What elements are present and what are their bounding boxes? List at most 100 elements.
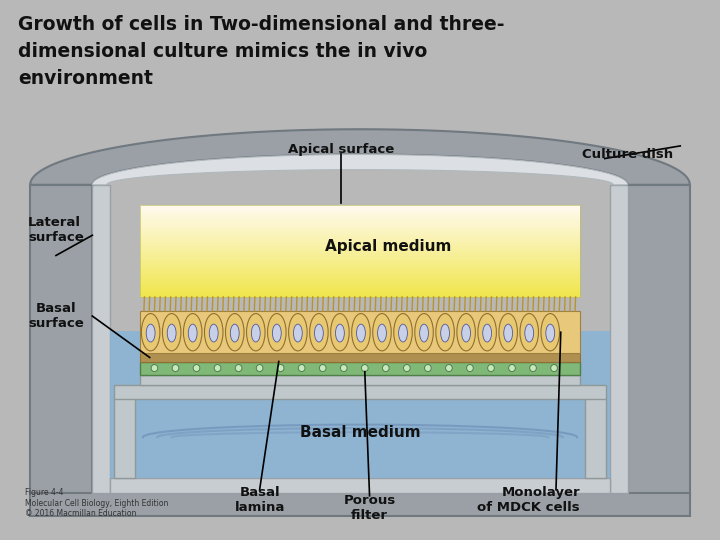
Circle shape: [320, 364, 326, 372]
Ellipse shape: [546, 324, 554, 342]
Polygon shape: [140, 281, 580, 283]
Ellipse shape: [415, 314, 433, 351]
Polygon shape: [30, 185, 92, 498]
Ellipse shape: [399, 324, 408, 342]
Circle shape: [403, 364, 410, 372]
Polygon shape: [114, 384, 606, 399]
Text: Basal medium: Basal medium: [300, 424, 420, 440]
Polygon shape: [140, 265, 580, 267]
Circle shape: [172, 364, 179, 372]
Text: Lateral
surface: Lateral surface: [28, 216, 84, 244]
Polygon shape: [140, 244, 580, 246]
Polygon shape: [140, 285, 580, 288]
Polygon shape: [140, 258, 580, 260]
Polygon shape: [628, 185, 690, 498]
Polygon shape: [140, 210, 580, 212]
Text: Figure 4-4
Molecular Cell Biology, Eighth Edition
© 2016 Macmillan Education: Figure 4-4 Molecular Cell Biology, Eight…: [25, 488, 168, 518]
Polygon shape: [140, 274, 580, 276]
Polygon shape: [140, 237, 580, 239]
Ellipse shape: [457, 314, 475, 351]
Ellipse shape: [499, 314, 518, 351]
Text: Apical surface: Apical surface: [288, 143, 394, 156]
Ellipse shape: [204, 314, 223, 351]
Polygon shape: [140, 248, 580, 251]
Polygon shape: [140, 233, 580, 235]
Polygon shape: [140, 269, 580, 272]
Ellipse shape: [189, 324, 197, 342]
Ellipse shape: [294, 324, 302, 342]
Text: Apical medium: Apical medium: [325, 239, 452, 254]
Polygon shape: [140, 212, 580, 214]
Circle shape: [446, 364, 452, 372]
Polygon shape: [140, 276, 580, 279]
Polygon shape: [140, 226, 580, 228]
Ellipse shape: [525, 324, 534, 342]
Text: Culture dish: Culture dish: [582, 148, 673, 161]
Ellipse shape: [330, 314, 349, 351]
Ellipse shape: [420, 324, 428, 342]
Text: Basal
surface: Basal surface: [28, 302, 84, 330]
Polygon shape: [140, 251, 580, 253]
Polygon shape: [140, 260, 580, 262]
Ellipse shape: [394, 314, 413, 351]
Polygon shape: [140, 279, 580, 281]
Polygon shape: [140, 219, 580, 221]
Polygon shape: [140, 288, 580, 290]
Circle shape: [508, 364, 516, 372]
Circle shape: [298, 364, 305, 372]
Polygon shape: [92, 154, 628, 185]
Polygon shape: [140, 353, 580, 361]
Polygon shape: [30, 129, 690, 185]
Ellipse shape: [310, 314, 328, 351]
Polygon shape: [109, 477, 611, 493]
Circle shape: [215, 364, 221, 372]
Ellipse shape: [146, 324, 155, 342]
Ellipse shape: [541, 314, 559, 351]
Ellipse shape: [336, 324, 344, 342]
Circle shape: [467, 364, 473, 372]
Polygon shape: [109, 331, 611, 477]
Ellipse shape: [436, 314, 454, 351]
Ellipse shape: [315, 324, 323, 342]
Ellipse shape: [210, 324, 218, 342]
Polygon shape: [140, 262, 580, 265]
Polygon shape: [140, 217, 580, 219]
Polygon shape: [140, 214, 580, 217]
Ellipse shape: [373, 314, 391, 351]
Ellipse shape: [377, 324, 387, 342]
Polygon shape: [585, 397, 606, 477]
Circle shape: [151, 364, 158, 372]
Circle shape: [425, 364, 431, 372]
Polygon shape: [140, 207, 580, 210]
Text: Monolayer
of MDCK cells: Monolayer of MDCK cells: [477, 486, 580, 514]
Circle shape: [193, 364, 200, 372]
Ellipse shape: [141, 314, 160, 351]
Ellipse shape: [441, 324, 449, 342]
Ellipse shape: [163, 314, 181, 351]
Ellipse shape: [504, 324, 513, 342]
Circle shape: [235, 364, 242, 372]
Ellipse shape: [167, 324, 176, 342]
Polygon shape: [140, 375, 580, 384]
Ellipse shape: [272, 324, 282, 342]
Circle shape: [361, 364, 368, 372]
Polygon shape: [140, 242, 580, 244]
Polygon shape: [140, 292, 580, 295]
Ellipse shape: [251, 324, 260, 342]
Text: Porous
filter: Porous filter: [343, 494, 396, 522]
Polygon shape: [140, 224, 580, 226]
Text: Growth of cells in Two-dimensional and three-
dimensional culture mimics the in : Growth of cells in Two-dimensional and t…: [18, 15, 505, 88]
Ellipse shape: [246, 314, 265, 351]
Ellipse shape: [268, 314, 286, 351]
Polygon shape: [140, 246, 580, 248]
Ellipse shape: [482, 324, 492, 342]
Ellipse shape: [351, 314, 370, 351]
Polygon shape: [140, 295, 580, 297]
Ellipse shape: [478, 314, 496, 351]
Ellipse shape: [184, 314, 202, 351]
Polygon shape: [140, 239, 580, 242]
Circle shape: [341, 364, 347, 372]
Ellipse shape: [356, 324, 365, 342]
Circle shape: [256, 364, 263, 372]
Polygon shape: [140, 267, 580, 269]
